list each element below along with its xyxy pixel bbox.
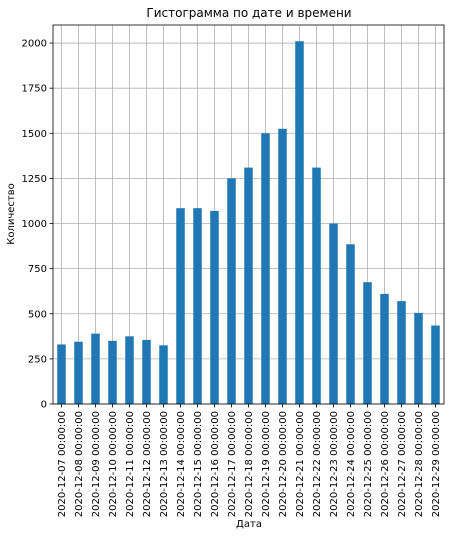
x-tick-label: 2020-12-27 00:00:00 bbox=[397, 411, 408, 517]
bar bbox=[312, 167, 321, 404]
bar bbox=[295, 41, 304, 404]
bar bbox=[108, 340, 117, 404]
y-tick-label: 750 bbox=[28, 264, 47, 275]
x-tick-label: 2020-12-19 00:00:00 bbox=[261, 411, 272, 517]
y-tick-label: 2000 bbox=[22, 39, 47, 50]
chart-title: Гистограмма по дате и времени bbox=[146, 6, 351, 20]
x-tick-label: 2020-12-29 00:00:00 bbox=[431, 411, 442, 517]
bar bbox=[380, 293, 389, 404]
y-tick-label: 1500 bbox=[22, 129, 47, 140]
x-tick-label: 2020-12-28 00:00:00 bbox=[414, 411, 425, 517]
bar bbox=[193, 208, 202, 404]
x-tick-label: 2020-12-23 00:00:00 bbox=[329, 411, 340, 517]
x-tick-label: 2020-12-20 00:00:00 bbox=[278, 411, 289, 517]
x-tick-label: 2020-12-08 00:00:00 bbox=[74, 411, 85, 517]
x-tick-label: 2020-12-22 00:00:00 bbox=[312, 411, 323, 517]
x-axis-label: Дата bbox=[236, 519, 262, 530]
bar bbox=[142, 339, 151, 404]
x-tick-label: 2020-12-17 00:00:00 bbox=[227, 411, 238, 517]
bar bbox=[74, 341, 83, 404]
bar bbox=[244, 167, 253, 404]
x-tick-label: 2020-12-21 00:00:00 bbox=[295, 411, 306, 517]
bars bbox=[57, 41, 440, 405]
bar bbox=[91, 333, 100, 404]
x-tick-label: 2020-12-07 00:00:00 bbox=[57, 411, 68, 517]
x-tick-label: 2020-12-10 00:00:00 bbox=[108, 411, 119, 517]
bar bbox=[278, 128, 287, 404]
y-tick-label: 1250 bbox=[22, 174, 47, 185]
bar bbox=[176, 208, 185, 404]
bar bbox=[57, 344, 66, 404]
x-axis: 2020-12-07 00:00:00 2020-12-08 00:00:00 20… bbox=[57, 404, 442, 517]
x-tick-label: 2020-12-18 00:00:00 bbox=[244, 411, 255, 517]
x-tick-label: 2020-12-15 00:00:00 bbox=[193, 411, 204, 517]
y-tick-label: 1750 bbox=[22, 84, 47, 95]
bar bbox=[125, 336, 134, 404]
x-tick-label: 2020-12-16 00:00:00 bbox=[210, 411, 221, 517]
x-tick-label: 2020-12-24 00:00:00 bbox=[346, 411, 357, 517]
bar bbox=[397, 301, 406, 404]
bar bbox=[227, 178, 236, 404]
x-tick-label: 2020-12-14 00:00:00 bbox=[176, 411, 187, 517]
bar bbox=[329, 223, 338, 404]
x-tick-label: 2020-12-12 00:00:00 bbox=[142, 411, 153, 517]
bar bbox=[431, 325, 440, 404]
x-tick-label: 2020-12-13 00:00:00 bbox=[159, 411, 170, 517]
bar bbox=[346, 244, 355, 404]
x-tick-label: 2020-12-26 00:00:00 bbox=[380, 411, 391, 517]
x-tick-label: 2020-12-09 00:00:00 bbox=[91, 411, 102, 517]
y-tick-label: 1000 bbox=[22, 219, 47, 230]
bar bbox=[210, 210, 219, 404]
bar bbox=[159, 345, 168, 404]
y-tick-label: 250 bbox=[28, 354, 47, 365]
bar bbox=[363, 282, 372, 404]
bar bbox=[261, 133, 270, 405]
y-tick-label: 500 bbox=[28, 309, 47, 320]
x-tick-label: 2020-12-11 00:00:00 bbox=[125, 411, 136, 517]
bar bbox=[414, 312, 423, 404]
y-axis-label: Количество bbox=[6, 183, 17, 245]
x-tick-label: 2020-12-25 00:00:00 bbox=[363, 411, 374, 517]
y-tick-label: 0 bbox=[41, 400, 47, 411]
y-axis: 0 250 500 750 1000 1250 1500 1750 2000 bbox=[22, 39, 53, 411]
